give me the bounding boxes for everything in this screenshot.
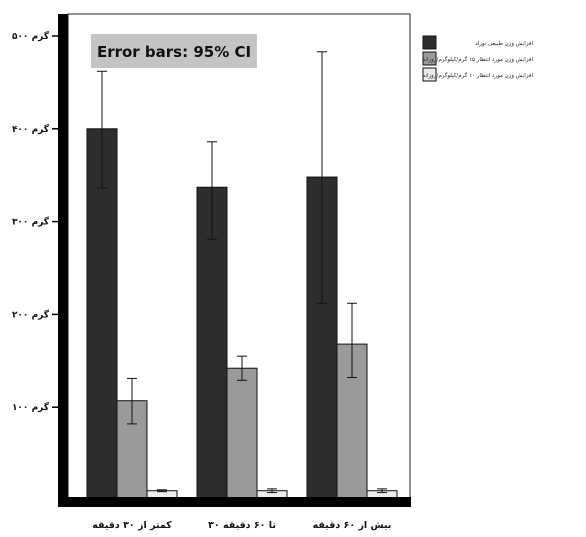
x-tick-label: بیش از ۶۰ دقیقه [313,520,392,531]
y-axis-line [58,14,68,507]
x-tick-label: ۳۰ تا ۶۰ دقیقه [208,520,276,531]
bar-series-2-cat-2 [226,367,258,501]
legend-label: افزایش وزن طبیعی نوزاد [475,41,533,47]
y-tick-label: ۱۰۰ گرم [12,401,50,413]
legend-swatch [422,67,437,82]
y-tick-label: ۳۰۰ گرم [12,216,50,228]
legend-swatch [422,51,437,66]
y-axis: ۱۰۰ گرم ۲۰۰ گرم ۳۰۰ گرم ۴۰۰ گرم ۵۰۰ گرم [12,14,68,507]
y-tick-label: ۴۰۰ گرم [12,123,50,135]
legend-swatch [422,35,437,50]
x-axis: کمتر از ۳۰ دقیقه ۳۰ تا ۶۰ دقیقه بیش از ۶۰ … [58,497,411,531]
x-tick-label: کمتر از ۳۰ دقیقه [92,520,172,531]
y-tick-label: ۵۰۰ گرم [12,30,50,42]
annotation-text: Error bars: 95% CI [97,43,251,61]
error-bars [97,51,387,494]
legend-label: افزایش وزن مورد انتظار ۱۵ گرم/کیلوگرم/رو… [423,56,534,63]
annotation-box [91,34,257,68]
legend-label: افزایش وزن مورد انتظار ۱۰ گرم/کیلوگرم/رو… [423,72,534,79]
bar-series-1-cat-1 [86,128,118,501]
x-axis-line [58,497,411,507]
y-tick-label: ۲۰۰ گرم [12,308,50,320]
legend: افزایش وزن طبیعی نوزاد افزایش وزن مورد ان… [422,35,534,82]
